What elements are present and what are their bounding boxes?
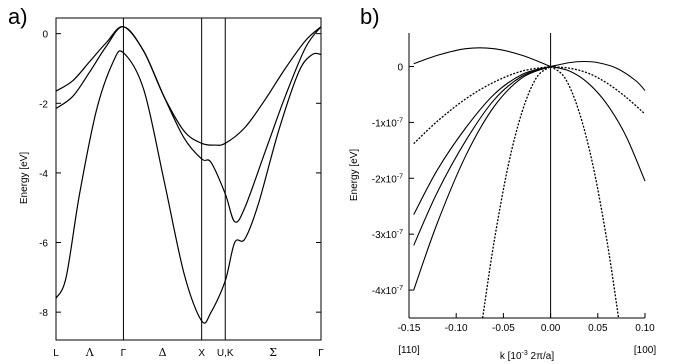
- band-line-1: [55, 26, 322, 146]
- panel-b-y-axis-label: Energy [eV]: [349, 149, 360, 201]
- panel-a-y-ticks: 0 -2 -4 -6 -8: [39, 30, 321, 319]
- x-tick-label: L: [53, 348, 59, 359]
- panel-a-label: a): [8, 4, 28, 29]
- panel-a-chart: 0 -2 -4 -6 -8 L Λ Γ Δ X U,K Σ Γ Energy [eV]: [19, 17, 324, 359]
- x-tick-label: Γ: [121, 348, 127, 359]
- band-curve-9: [481, 65, 552, 319]
- y-tick-label: -8: [39, 308, 48, 319]
- panel-b-y-ticks: 0 -1x10-7 -2x10-7 -3x10-7 -4x10-7: [372, 63, 414, 297]
- band-curve-3: [550, 65, 646, 115]
- y-tick-label: -1x10-7: [372, 117, 403, 129]
- panel-a-x-ticks: L Λ Γ Δ X U,K Σ Γ: [53, 346, 324, 359]
- x-tick-label: Σ: [269, 346, 277, 359]
- x-tick-label: 0.00: [541, 323, 561, 334]
- panel-b-label: b): [360, 4, 380, 29]
- y-tick-label: -2: [39, 99, 48, 110]
- y-tick-label: 0: [42, 30, 48, 41]
- x-tick-label: Δ: [159, 346, 167, 359]
- panel-a-bands: [55, 26, 322, 324]
- band-line-3: [55, 50, 322, 324]
- y-tick-label: -6: [39, 239, 48, 250]
- panel-a-y-axis-label: Energy [eV]: [19, 152, 30, 204]
- band-curve-6: [413, 65, 551, 215]
- x-tick-label: -0.05: [492, 323, 515, 334]
- y-tick-label: 0: [397, 63, 403, 74]
- panel-b-x-axis-label: k [10-3 2π/a]: [500, 350, 555, 362]
- band-curve-8: [413, 66, 551, 291]
- band-curve-2: [550, 60, 646, 91]
- band-curve-10: [550, 65, 620, 319]
- panel-a-symmetry-lines: [122, 18, 226, 340]
- direction-label-110: [110]: [398, 345, 420, 356]
- direction-label-100: [100]: [634, 345, 656, 356]
- x-tick-label: X: [198, 348, 205, 359]
- band-curve-5: [413, 65, 551, 145]
- x-tick-label: Λ: [85, 346, 95, 359]
- x-tick-label: Γ: [318, 348, 324, 359]
- panel-a-frame: [55, 17, 322, 341]
- band-curve-7: [413, 66, 551, 246]
- panel-b-chart: 0 -1x10-7 -2x10-7 -3x10-7 -4x10-7 -0.15 -0.10…: [349, 33, 656, 362]
- band-line-2: [55, 26, 322, 223]
- x-tick-label: -0.15: [398, 323, 421, 334]
- x-tick-label: -0.10: [445, 323, 468, 334]
- x-tick-label: 0.10: [635, 323, 655, 334]
- band-curve-1: [413, 47, 551, 68]
- x-tick-label: 0.05: [588, 323, 608, 334]
- band-curve-4: [550, 65, 646, 182]
- y-tick-label: -3x10-7: [372, 229, 403, 241]
- panel-b-bands: [413, 47, 646, 319]
- x-tick-label: U,K: [217, 348, 234, 359]
- panel-b-x-ticks: -0.15 -0.10 -0.05 0.00 0.05 0.10: [398, 313, 655, 334]
- y-tick-label: -4x10-7: [372, 285, 403, 297]
- y-tick-label: -2x10-7: [372, 173, 403, 185]
- y-tick-label: -4: [39, 169, 48, 180]
